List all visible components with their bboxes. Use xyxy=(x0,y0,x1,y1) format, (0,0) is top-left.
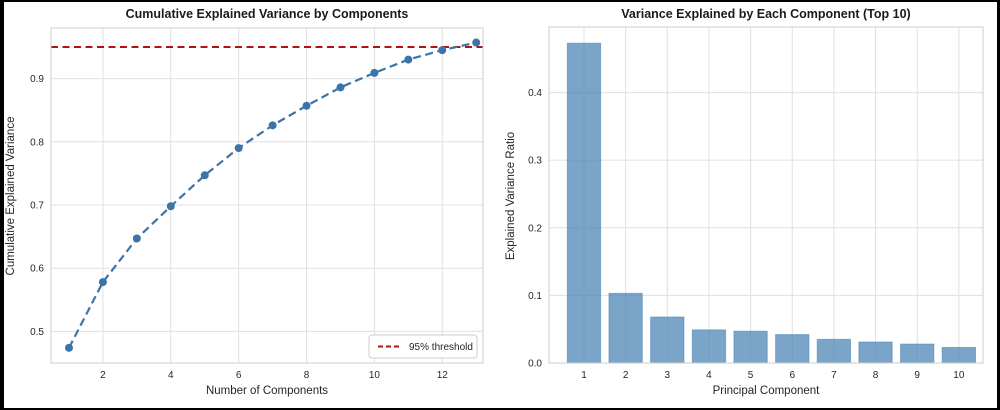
y-tick-label: 0.8 xyxy=(30,137,44,148)
data-point-12 xyxy=(438,46,447,55)
data-point-4 xyxy=(166,202,175,211)
component-variance-plot: 1 2 3 4 5 6 7 8 9 10 0.0 0.1 0.2 0.3 0.4 xyxy=(528,26,984,381)
component-variance-chart: Variance Explained by Each Component (To… xyxy=(504,2,997,408)
cumulative-line xyxy=(68,41,477,349)
bar-pc8 xyxy=(858,341,893,364)
x-tick-label: 7 xyxy=(831,370,837,381)
data-point-8 xyxy=(302,101,311,110)
right-y-axis-label: Explained Variance Ratio xyxy=(505,131,517,261)
x-tick-label: 4 xyxy=(706,370,712,381)
data-point-9 xyxy=(336,83,345,92)
legend-label: 95% threshold xyxy=(409,342,473,353)
y-tick-label: 0.9 xyxy=(30,74,44,85)
y-tick-label: 0.3 xyxy=(528,156,542,167)
data-point-1 xyxy=(64,343,73,352)
x-tick-label: 2 xyxy=(100,370,106,381)
bar-pc5 xyxy=(733,330,768,364)
x-tick-label: 9 xyxy=(914,370,920,381)
bar-pc1 xyxy=(566,42,602,364)
y-tick-label: 0.6 xyxy=(30,264,44,275)
x-tick-label: 8 xyxy=(304,370,310,381)
y-tick-label: 0.7 xyxy=(30,200,44,211)
legend-box xyxy=(368,334,478,359)
x-tick-label: 6 xyxy=(236,370,242,381)
bar-pc6 xyxy=(775,334,810,364)
data-point-5 xyxy=(200,171,209,180)
bar-pc3 xyxy=(650,316,685,364)
right-x-axis-label: Principal Component xyxy=(712,385,820,397)
data-point-2 xyxy=(98,278,107,287)
cumulative-variance-chart: Cumulative Explained Variance by Compone… xyxy=(4,2,504,408)
cumulative-variance-plot: 95% threshold 2 4 6 8 10 12 0.5 0.6 0.7 0.8 0.9 xyxy=(30,27,484,381)
bar-pc10 xyxy=(941,346,977,364)
left-y-axis-label: Cumulative Explained Variance xyxy=(5,116,17,276)
x-tick-label: 3 xyxy=(665,370,671,381)
y-tick-label: 0.4 xyxy=(528,88,542,99)
data-point-11 xyxy=(404,55,413,64)
left-x-axis-label: Number of Components xyxy=(205,385,329,397)
data-point-13 xyxy=(472,38,481,47)
bar-pc7 xyxy=(816,338,852,364)
bar-pc4 xyxy=(691,329,727,364)
bar-pc2 xyxy=(608,292,643,364)
bar-pc9 xyxy=(900,343,935,364)
x-tick-label: 6 xyxy=(789,370,795,381)
x-tick-label: 1 xyxy=(581,370,587,381)
y-tick-label: 0.0 xyxy=(528,359,542,370)
x-tick-label: 8 xyxy=(873,370,879,381)
plot-border xyxy=(50,27,484,364)
x-tick-label: 2 xyxy=(623,370,629,381)
y-tick-label: 0.5 xyxy=(30,327,44,338)
right-chart-title: Variance Explained by Each Component (To… xyxy=(621,7,911,21)
data-point-10 xyxy=(370,68,379,77)
x-tick-label: 10 xyxy=(369,370,381,381)
plot-border xyxy=(548,26,984,364)
x-tick-label: 10 xyxy=(953,370,965,381)
y-tick-label: 0.2 xyxy=(528,223,542,234)
y-tick-label: 0.1 xyxy=(528,291,542,302)
left-chart-title: Cumulative Explained Variance by Compone… xyxy=(125,7,409,21)
x-tick-label: 4 xyxy=(168,370,174,381)
x-tick-label: 5 xyxy=(748,370,754,381)
data-point-6 xyxy=(234,144,243,153)
x-tick-label: 12 xyxy=(437,370,449,381)
data-point-3 xyxy=(132,234,141,243)
data-point-7 xyxy=(268,121,277,130)
